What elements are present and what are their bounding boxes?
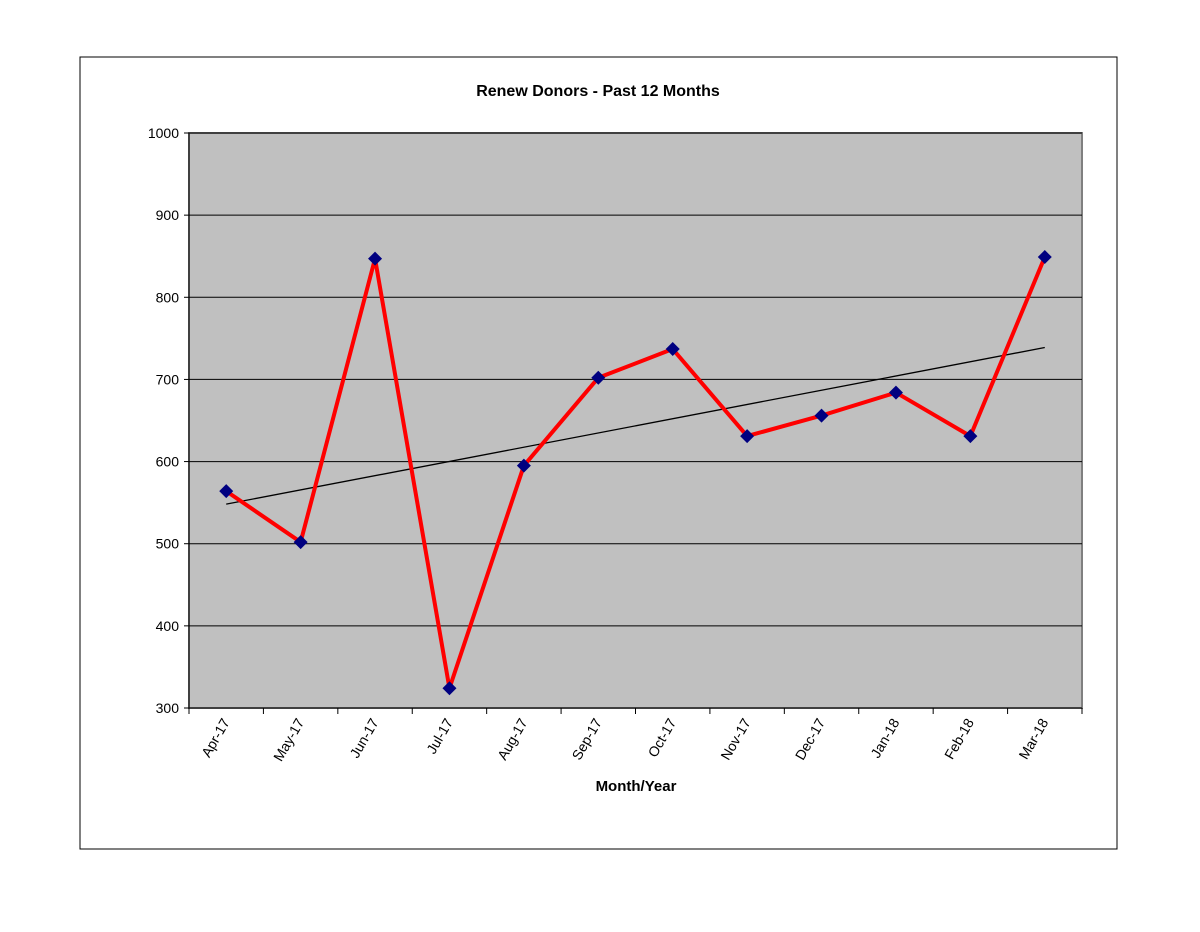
- data-marker: [293, 535, 308, 550]
- data-marker: [814, 408, 829, 423]
- plot-area: [188, 132, 1083, 709]
- data-marker: [1037, 250, 1052, 265]
- data-marker: [665, 342, 680, 357]
- data-line: [225, 256, 1047, 691]
- y-tick-label: 400: [156, 618, 180, 634]
- y-tick-label: 900: [156, 207, 180, 223]
- data-marker: [219, 484, 234, 499]
- chart-title: Renew Donors - Past 12 Months: [476, 83, 720, 100]
- data-marker: [963, 429, 978, 444]
- y-tick-label: 800: [156, 289, 180, 305]
- trendline: [226, 346, 1045, 505]
- data-marker: [888, 385, 903, 400]
- y-tick-label: 1000: [148, 125, 179, 141]
- x-axis-title: Month/Year: [596, 778, 677, 795]
- data-marker: [368, 251, 383, 266]
- data-marker: [740, 429, 755, 444]
- data-marker: [591, 370, 606, 385]
- y-tick-label: 600: [156, 454, 180, 470]
- y-tick-label: 700: [156, 371, 180, 387]
- data-marker: [442, 681, 457, 696]
- y-tick-label: 300: [156, 700, 180, 716]
- data-marker: [516, 458, 531, 473]
- y-tick-label: 500: [156, 536, 180, 552]
